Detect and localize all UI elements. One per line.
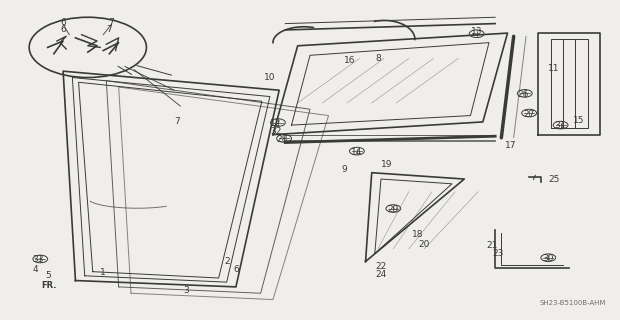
Text: 22: 22 (375, 262, 387, 271)
Text: 8: 8 (375, 54, 381, 63)
Text: 6: 6 (60, 25, 66, 35)
Text: 21: 21 (487, 241, 498, 250)
Text: 19: 19 (381, 160, 393, 169)
Text: 7: 7 (107, 25, 112, 35)
Text: 18: 18 (412, 230, 423, 239)
Text: 27: 27 (523, 109, 535, 118)
Text: 32: 32 (270, 127, 281, 136)
Text: 7: 7 (174, 117, 180, 126)
Text: 11: 11 (548, 63, 560, 73)
Text: SH23-B5100B-AHM: SH23-B5100B-AHM (540, 300, 606, 306)
Text: 25: 25 (548, 174, 559, 184)
Text: 15: 15 (573, 116, 584, 125)
Text: FR.: FR. (42, 281, 57, 290)
Text: 31: 31 (554, 121, 565, 130)
Text: 7: 7 (108, 18, 114, 27)
Text: 9: 9 (341, 165, 347, 174)
Text: 12: 12 (270, 119, 281, 128)
Text: 17: 17 (505, 141, 516, 150)
Text: 6: 6 (233, 265, 239, 274)
Text: 33: 33 (33, 255, 44, 264)
Text: 23: 23 (492, 249, 504, 258)
Text: 2: 2 (224, 257, 229, 266)
Text: 28: 28 (277, 135, 288, 144)
Text: 3: 3 (184, 285, 190, 295)
Text: 30: 30 (542, 254, 554, 263)
Text: 24: 24 (375, 270, 387, 279)
Text: 1: 1 (100, 268, 106, 277)
Text: 5: 5 (45, 271, 51, 280)
Text: 26: 26 (517, 91, 529, 100)
Text: 10: 10 (264, 73, 276, 82)
Text: 13: 13 (471, 27, 482, 36)
Text: 4: 4 (32, 265, 38, 274)
Text: 14: 14 (350, 148, 362, 156)
Text: 6: 6 (60, 18, 66, 27)
Text: 16: 16 (344, 56, 356, 65)
Text: 29: 29 (388, 205, 399, 214)
Text: 20: 20 (418, 240, 430, 249)
